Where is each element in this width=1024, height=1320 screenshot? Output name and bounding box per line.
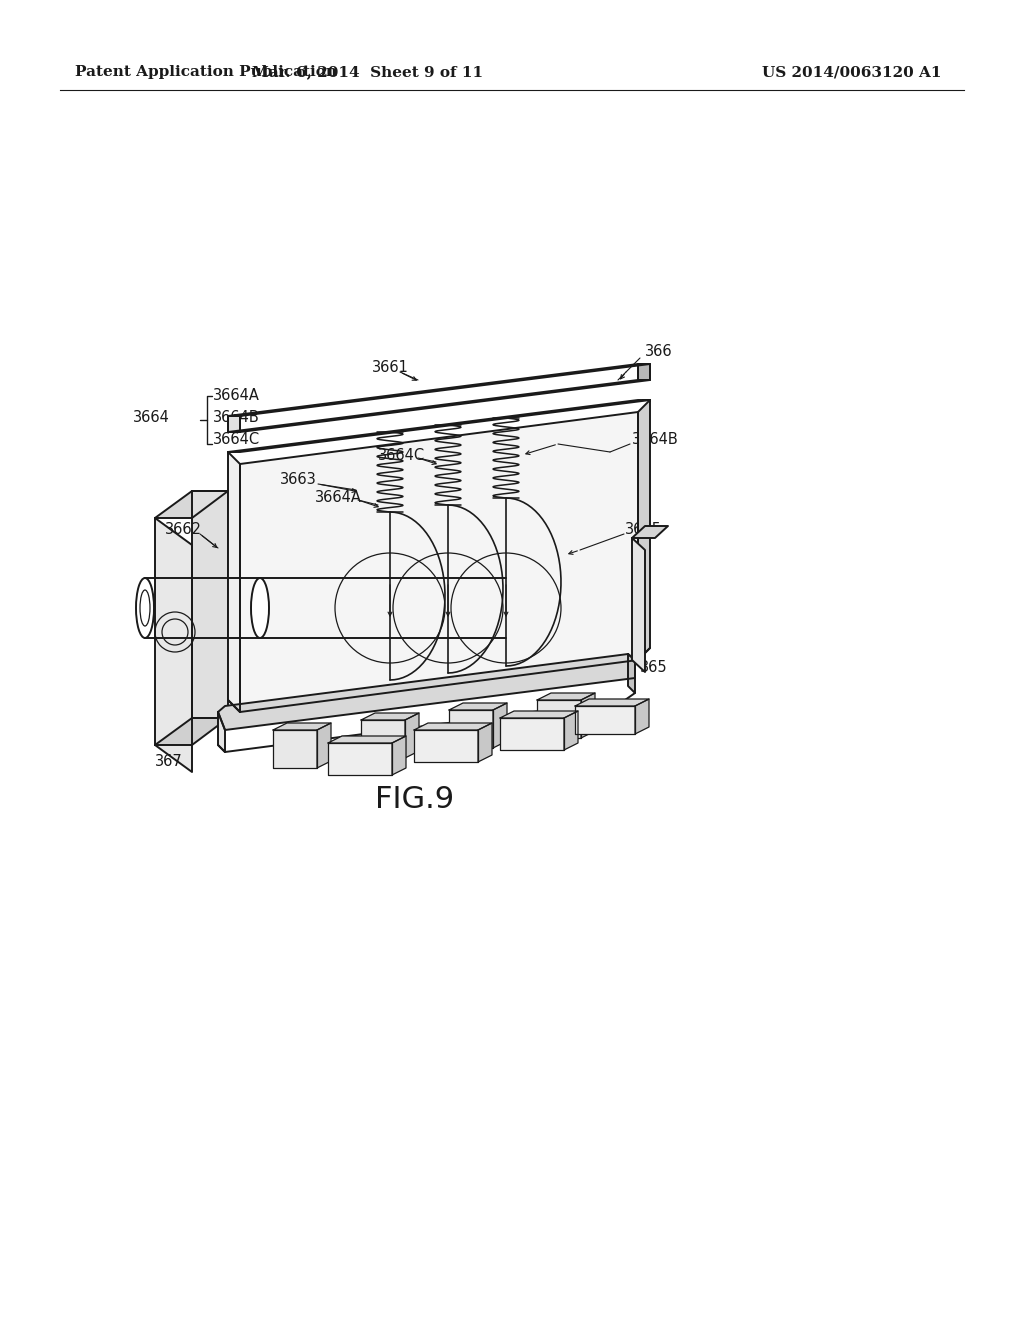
Text: 3664C: 3664C xyxy=(378,447,425,462)
Text: 3662: 3662 xyxy=(165,523,202,537)
Polygon shape xyxy=(478,723,492,762)
Polygon shape xyxy=(317,723,331,768)
Polygon shape xyxy=(537,700,581,738)
Polygon shape xyxy=(537,693,595,700)
Polygon shape xyxy=(218,653,635,730)
Text: 3661: 3661 xyxy=(372,360,409,375)
Polygon shape xyxy=(500,711,578,718)
Polygon shape xyxy=(638,400,650,660)
Polygon shape xyxy=(193,491,228,718)
Polygon shape xyxy=(581,693,595,738)
Polygon shape xyxy=(564,711,578,750)
Polygon shape xyxy=(575,700,649,706)
Polygon shape xyxy=(228,364,650,416)
Polygon shape xyxy=(449,710,493,748)
Polygon shape xyxy=(228,400,650,451)
Polygon shape xyxy=(328,737,406,743)
Text: 3663: 3663 xyxy=(280,473,316,487)
Ellipse shape xyxy=(251,578,269,638)
Polygon shape xyxy=(493,704,507,748)
Text: 3664B: 3664B xyxy=(632,433,679,447)
Polygon shape xyxy=(635,700,649,734)
Text: US 2014/0063120 A1: US 2014/0063120 A1 xyxy=(762,65,941,79)
Polygon shape xyxy=(228,416,240,432)
Text: 366: 366 xyxy=(645,345,673,359)
Polygon shape xyxy=(155,718,228,744)
Text: 367: 367 xyxy=(155,755,182,770)
Text: FIG.9: FIG.9 xyxy=(376,785,455,814)
Ellipse shape xyxy=(136,578,154,638)
Polygon shape xyxy=(361,719,406,758)
Polygon shape xyxy=(392,737,406,775)
Polygon shape xyxy=(414,723,492,730)
Polygon shape xyxy=(273,723,331,730)
Polygon shape xyxy=(228,380,650,432)
Text: 364: 364 xyxy=(488,725,516,739)
Polygon shape xyxy=(575,706,635,734)
Polygon shape xyxy=(228,451,240,711)
Text: 363: 363 xyxy=(374,741,401,755)
Polygon shape xyxy=(449,704,507,710)
Ellipse shape xyxy=(140,590,150,626)
Text: 3664A: 3664A xyxy=(315,491,361,506)
Polygon shape xyxy=(273,730,317,768)
Text: 3664C: 3664C xyxy=(213,433,260,447)
Polygon shape xyxy=(328,743,392,775)
Polygon shape xyxy=(628,653,635,693)
Text: Patent Application Publication: Patent Application Publication xyxy=(75,65,337,79)
Text: 3665: 3665 xyxy=(625,523,662,537)
Polygon shape xyxy=(218,711,225,752)
Polygon shape xyxy=(414,730,478,762)
Text: 3664: 3664 xyxy=(133,411,170,425)
Polygon shape xyxy=(361,713,419,719)
Polygon shape xyxy=(632,525,668,539)
Polygon shape xyxy=(155,517,193,772)
Polygon shape xyxy=(632,539,645,672)
Polygon shape xyxy=(406,713,419,758)
Polygon shape xyxy=(500,718,564,750)
Polygon shape xyxy=(240,412,638,711)
Text: 3664B: 3664B xyxy=(213,411,260,425)
Polygon shape xyxy=(638,364,650,380)
Text: 365: 365 xyxy=(640,660,668,676)
Polygon shape xyxy=(155,491,228,517)
Text: 3664A: 3664A xyxy=(213,388,260,404)
Text: Mar. 6, 2014  Sheet 9 of 11: Mar. 6, 2014 Sheet 9 of 11 xyxy=(253,65,483,79)
